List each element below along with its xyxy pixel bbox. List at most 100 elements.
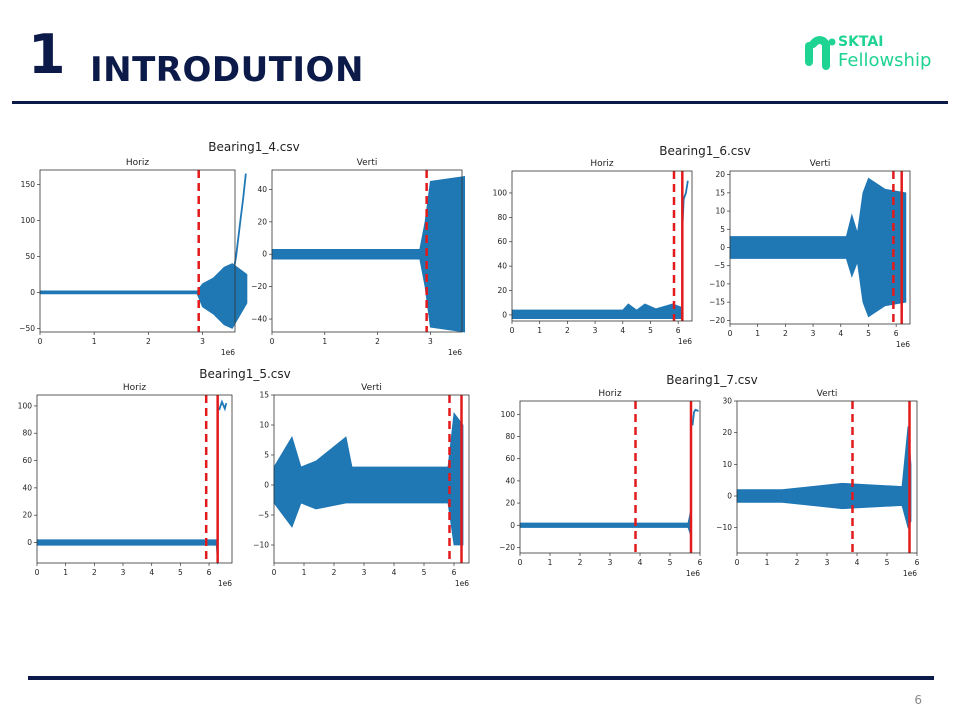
x-tick-label: 6 <box>915 558 920 567</box>
y-tick-label: 20 <box>22 511 32 520</box>
x-tick-label: 3 <box>608 558 613 567</box>
y-tick-label: 15 <box>715 188 725 197</box>
x-tick-label: 6 <box>452 568 457 577</box>
signal-trend-line <box>231 173 247 279</box>
y-tick-label: 100 <box>18 401 33 410</box>
signal-envelope <box>511 303 683 319</box>
y-tick-label: 60 <box>22 456 32 465</box>
y-tick-label: 40 <box>497 262 507 271</box>
signal-trend-line <box>218 399 228 412</box>
chart-panel: Verti 0 1 2 3 4 5 6 −10 0 10 20 30 1e6 <box>716 389 919 578</box>
x-offset-label: 1e6 <box>455 579 469 588</box>
x-tick-label: 6 <box>698 558 703 567</box>
x-tick-label: 4 <box>838 329 843 338</box>
y-tick-label: 60 <box>497 237 507 246</box>
signal-trend-line <box>691 408 699 426</box>
y-tick-label: 80 <box>22 429 32 438</box>
plot-frame <box>36 394 233 564</box>
panel-title: Horiz <box>126 158 149 168</box>
y-tick-label: −10 <box>716 523 732 532</box>
y-tick-label: 20 <box>257 217 267 226</box>
y-tick-label: 10 <box>722 460 732 469</box>
y-tick-label: −10 <box>253 541 269 550</box>
y-tick-label: 150 <box>21 180 36 189</box>
signal-envelope <box>519 508 692 537</box>
panel-title: Verti <box>817 389 838 399</box>
y-tick-label: 5 <box>264 451 269 460</box>
y-tick-label: −10 <box>709 279 725 288</box>
x-tick-label: 2 <box>783 329 788 338</box>
x-tick-label: 2 <box>332 568 337 577</box>
signal-envelope <box>39 263 248 329</box>
x-tick-label: 2 <box>375 337 380 346</box>
y-tick-label: −5 <box>714 261 725 270</box>
y-tick-label: 5 <box>720 225 725 234</box>
panel-title: Verti <box>810 159 831 169</box>
x-tick-label: 0 <box>35 568 40 577</box>
y-tick-label: 0 <box>262 250 267 259</box>
signal-envelope <box>273 411 464 546</box>
x-tick-label: 0 <box>272 568 277 577</box>
y-tick-label: 80 <box>497 213 507 222</box>
y-tick-label: 40 <box>505 476 515 485</box>
footer-rule <box>28 676 934 680</box>
x-tick-label: 2 <box>578 558 583 567</box>
y-tick-label: 10 <box>259 421 269 430</box>
y-tick-label: −5 <box>258 511 269 520</box>
x-tick-label: 5 <box>668 558 673 567</box>
chart-group-title: Bearing1_5.csv <box>199 367 291 381</box>
x-tick-label: 2 <box>565 326 570 335</box>
x-tick-label: 2 <box>146 337 151 346</box>
x-tick-label: 1 <box>302 568 307 577</box>
chart-panel: Verti 0 1 2 3 −40 −20 0 20 40 1e6 <box>251 158 466 357</box>
header-rule <box>12 101 948 104</box>
y-tick-label: 0 <box>502 310 507 319</box>
x-tick-label: 5 <box>422 568 427 577</box>
panel-title: Horiz <box>598 389 621 399</box>
x-tick-label: 1 <box>537 326 542 335</box>
x-tick-label: 0 <box>735 558 740 567</box>
y-tick-label: 20 <box>715 170 725 179</box>
y-tick-label: −40 <box>251 315 267 324</box>
x-offset-label: 1e6 <box>896 340 910 349</box>
chart-group-title: Bearing1_6.csv <box>659 144 751 158</box>
logo-line2: Fellowship <box>838 50 932 71</box>
y-tick-label: 80 <box>505 432 515 441</box>
x-offset-label: 1e6 <box>686 569 700 578</box>
y-tick-label: 10 <box>715 207 725 216</box>
panel-title: Verti <box>361 383 382 393</box>
y-tick-label: 20 <box>497 286 507 295</box>
x-tick-label: 4 <box>855 558 860 567</box>
signal-envelope <box>736 426 912 529</box>
x-tick-label: 6 <box>207 568 212 577</box>
x-tick-label: 1 <box>92 337 97 346</box>
y-tick-label: 40 <box>257 185 267 194</box>
y-tick-label: 50 <box>25 252 35 261</box>
y-tick-label: 100 <box>493 188 508 197</box>
y-tick-label: 0 <box>30 288 35 297</box>
x-tick-label: 6 <box>676 326 681 335</box>
x-tick-label: 3 <box>825 558 830 567</box>
plot-frame <box>273 394 470 564</box>
panel-title: Verti <box>357 158 378 168</box>
x-tick-label: 1 <box>63 568 68 577</box>
y-tick-label: 100 <box>501 410 516 419</box>
x-tick-label: 1 <box>548 558 553 567</box>
x-tick-label: 3 <box>428 337 433 346</box>
x-tick-label: 5 <box>648 326 653 335</box>
x-offset-label: 1e6 <box>218 579 232 588</box>
y-tick-label: 0 <box>727 492 732 501</box>
x-tick-label: 1 <box>765 558 770 567</box>
x-offset-label: 1e6 <box>448 348 462 357</box>
x-tick-label: 3 <box>593 326 598 335</box>
x-tick-label: 1 <box>755 329 760 338</box>
panel-title: Horiz <box>123 383 146 393</box>
x-offset-label: 1e6 <box>678 337 692 346</box>
page-number: 6 <box>914 693 922 707</box>
x-tick-label: 5 <box>866 329 871 338</box>
x-tick-label: 0 <box>728 329 733 338</box>
